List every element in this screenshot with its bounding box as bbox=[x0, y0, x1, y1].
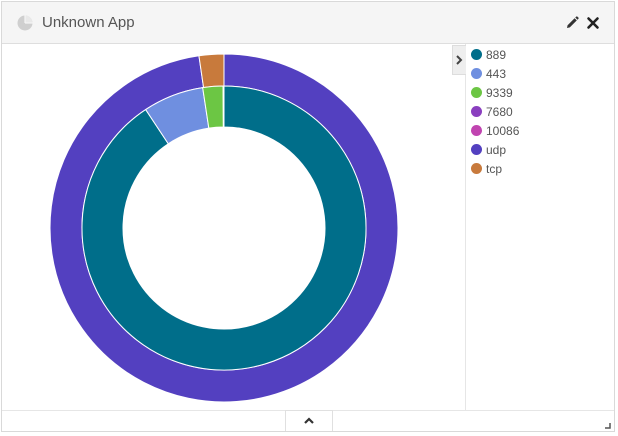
legend-label: 889 bbox=[486, 48, 506, 62]
legend-label: 443 bbox=[486, 67, 506, 81]
legend-label: 7680 bbox=[486, 105, 513, 119]
panel-footer bbox=[2, 410, 614, 432]
legend-label: 9339 bbox=[486, 86, 513, 100]
collapse-button[interactable] bbox=[285, 410, 333, 431]
donut-chart bbox=[2, 44, 465, 410]
legend-swatch bbox=[471, 163, 482, 174]
legend-label: 10086 bbox=[486, 124, 519, 138]
chevron-up-icon bbox=[286, 411, 332, 431]
legend-swatch bbox=[471, 144, 482, 155]
chevron-right-icon bbox=[453, 46, 465, 74]
legend-item[interactable]: tcp bbox=[471, 159, 519, 178]
legend-item[interactable]: 443 bbox=[471, 64, 519, 83]
legend-item[interactable]: 7680 bbox=[471, 102, 519, 121]
app-title: Unknown App bbox=[42, 14, 135, 31]
pie-chart-icon bbox=[16, 14, 34, 32]
legend-toggle-button[interactable] bbox=[452, 45, 466, 75]
inner-slice-889[interactable] bbox=[82, 86, 366, 370]
legend-item[interactable]: 9339 bbox=[471, 83, 519, 102]
legend-swatch bbox=[471, 87, 482, 98]
pencil-icon[interactable] bbox=[564, 15, 580, 31]
legend-label: tcp bbox=[486, 162, 502, 176]
legend-item[interactable]: 889 bbox=[471, 45, 519, 64]
close-icon[interactable] bbox=[585, 15, 601, 31]
legend-list: 889 443 9339 7680 10086 udp tcp bbox=[471, 45, 519, 178]
legend-swatch bbox=[471, 68, 482, 79]
legend-swatch bbox=[471, 49, 482, 60]
legend-item[interactable]: udp bbox=[471, 140, 519, 159]
legend-panel: 889 443 9339 7680 10086 udp tcp bbox=[465, 44, 615, 410]
chart-area bbox=[2, 44, 465, 410]
outer-slice-tcp[interactable] bbox=[199, 54, 224, 87]
resize-corner-icon[interactable] bbox=[604, 422, 611, 429]
legend-label: udp bbox=[486, 143, 506, 157]
legend-item[interactable]: 10086 bbox=[471, 121, 519, 140]
panel-header: Unknown App bbox=[2, 2, 614, 44]
legend-swatch bbox=[471, 125, 482, 136]
legend-swatch bbox=[471, 106, 482, 117]
